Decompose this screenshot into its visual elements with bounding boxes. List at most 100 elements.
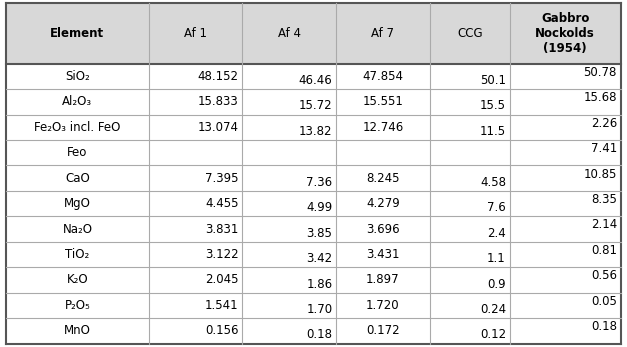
Text: 15.551: 15.551: [362, 95, 403, 108]
Text: Na₂O: Na₂O: [63, 222, 92, 236]
Bar: [6, 166, 149, 191]
Text: 3.831: 3.831: [205, 222, 238, 236]
Bar: [242, 166, 336, 191]
Text: 13.82: 13.82: [299, 125, 332, 138]
Bar: [6, 191, 149, 216]
Bar: [336, 318, 429, 344]
Text: Al₂O₃: Al₂O₃: [62, 95, 93, 108]
Bar: [6, 293, 149, 318]
Bar: [242, 140, 336, 166]
Text: 3.696: 3.696: [366, 222, 400, 236]
Bar: [6, 89, 149, 115]
Text: 8.245: 8.245: [366, 172, 399, 185]
Bar: [6, 115, 149, 140]
Text: 4.58: 4.58: [480, 176, 506, 189]
Text: 15.68: 15.68: [584, 91, 617, 104]
Text: 15.5: 15.5: [480, 100, 506, 112]
Bar: [510, 115, 621, 140]
Text: 0.172: 0.172: [366, 324, 400, 337]
Bar: [510, 267, 621, 293]
Bar: [6, 3, 149, 64]
Bar: [336, 115, 429, 140]
Bar: [429, 140, 510, 166]
Text: MnO: MnO: [64, 324, 91, 337]
Text: 3.85: 3.85: [307, 227, 332, 240]
Bar: [510, 140, 621, 166]
Text: 0.81: 0.81: [591, 244, 617, 257]
Text: Af 7: Af 7: [371, 27, 394, 40]
Text: 12.746: 12.746: [362, 121, 404, 134]
Text: 15.72: 15.72: [298, 100, 332, 112]
Text: 1.86: 1.86: [306, 278, 332, 290]
Bar: [6, 242, 149, 267]
Text: 2.26: 2.26: [591, 117, 617, 130]
Bar: [6, 64, 149, 89]
Text: 0.24: 0.24: [480, 303, 506, 316]
Bar: [242, 64, 336, 89]
Text: TiO₂: TiO₂: [65, 248, 90, 261]
Bar: [336, 166, 429, 191]
Text: 15.833: 15.833: [198, 95, 238, 108]
Bar: [510, 64, 621, 89]
Bar: [149, 318, 242, 344]
Bar: [510, 3, 621, 64]
Text: SiO₂: SiO₂: [65, 70, 90, 83]
Bar: [336, 3, 429, 64]
Bar: [149, 64, 242, 89]
Text: 13.074: 13.074: [198, 121, 238, 134]
Bar: [336, 242, 429, 267]
Text: 0.9: 0.9: [487, 278, 506, 290]
Text: Element: Element: [50, 27, 105, 40]
Bar: [510, 242, 621, 267]
Bar: [242, 242, 336, 267]
Text: 3.42: 3.42: [306, 252, 332, 265]
Text: 1.720: 1.720: [366, 299, 400, 312]
Text: P₂O₅: P₂O₅: [65, 299, 90, 312]
Text: MgO: MgO: [64, 197, 91, 210]
Bar: [149, 3, 242, 64]
Bar: [429, 3, 510, 64]
Bar: [6, 140, 149, 166]
Bar: [429, 166, 510, 191]
Bar: [149, 216, 242, 242]
Bar: [242, 216, 336, 242]
Bar: [149, 89, 242, 115]
Text: 1.1: 1.1: [487, 252, 506, 265]
Text: 1.541: 1.541: [205, 299, 238, 312]
Text: 50.1: 50.1: [480, 74, 506, 87]
Bar: [510, 293, 621, 318]
Text: Gabbro
Nockolds
(1954): Gabbro Nockolds (1954): [535, 12, 595, 55]
Text: 0.18: 0.18: [591, 320, 617, 333]
Text: 3.122: 3.122: [205, 248, 238, 261]
Bar: [336, 267, 429, 293]
Text: 10.85: 10.85: [584, 168, 617, 180]
Text: 48.152: 48.152: [198, 70, 238, 83]
Text: 0.05: 0.05: [591, 295, 617, 308]
Text: 4.279: 4.279: [366, 197, 400, 210]
Text: 50.78: 50.78: [584, 66, 617, 79]
Text: Fe₂O₃ incl. FeO: Fe₂O₃ incl. FeO: [34, 121, 120, 134]
Text: 1.897: 1.897: [366, 273, 400, 286]
Text: 4.99: 4.99: [306, 201, 332, 214]
Bar: [429, 267, 510, 293]
Bar: [242, 318, 336, 344]
Bar: [336, 89, 429, 115]
Text: 7.6: 7.6: [487, 201, 506, 214]
Bar: [336, 140, 429, 166]
Text: CCG: CCG: [457, 27, 483, 40]
Text: 1.70: 1.70: [306, 303, 332, 316]
Bar: [336, 216, 429, 242]
Bar: [149, 267, 242, 293]
Text: 0.156: 0.156: [205, 324, 238, 337]
Text: 11.5: 11.5: [480, 125, 506, 138]
Bar: [429, 89, 510, 115]
Bar: [242, 267, 336, 293]
Text: 7.41: 7.41: [591, 142, 617, 155]
Bar: [6, 216, 149, 242]
Bar: [510, 318, 621, 344]
Bar: [242, 89, 336, 115]
Bar: [429, 318, 510, 344]
Bar: [149, 166, 242, 191]
Text: 8.35: 8.35: [591, 193, 617, 206]
Text: 3.431: 3.431: [366, 248, 399, 261]
